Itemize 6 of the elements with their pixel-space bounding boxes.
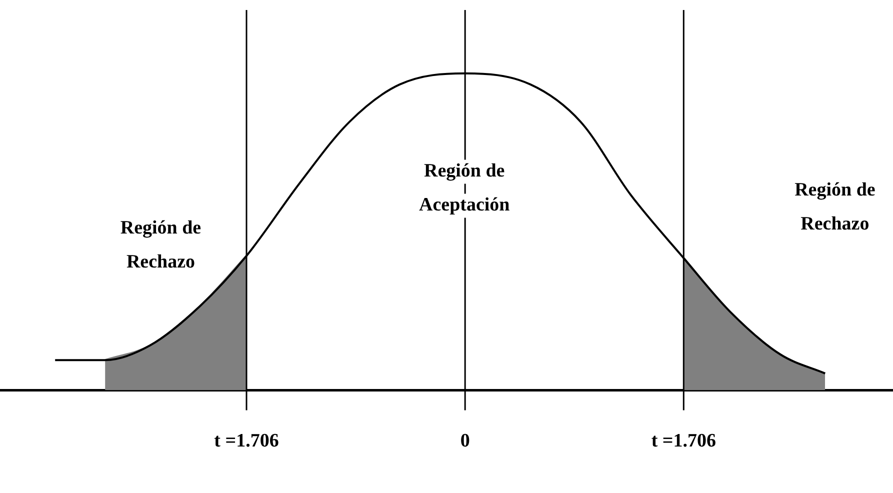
annotation: Región de Aceptación: [418, 160, 510, 216]
annotation: Región de Rechazo: [794, 180, 876, 235]
x-tick-label: t =1.706: [651, 430, 716, 452]
x-tick-label: 0: [460, 430, 470, 452]
annotation: Región de Rechazo: [120, 218, 202, 273]
x-tick-label: t =1.706: [214, 430, 279, 452]
